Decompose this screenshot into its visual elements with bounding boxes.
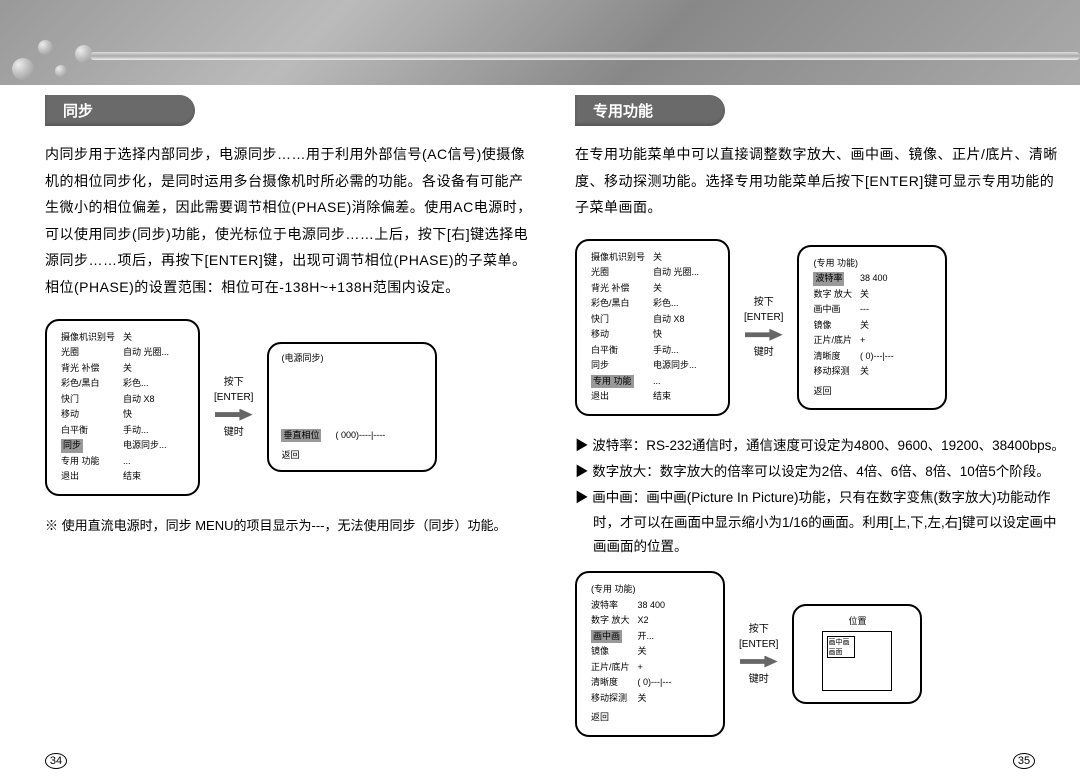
bullet-item: ▶ 数字放大：数字放大的倍率可以设定为2倍、4倍、6倍、8倍、10倍5个阶段。	[575, 460, 1065, 484]
right-page: 专用功能 在专用功能菜单中可以直接调整数字放大、画中画、镜像、正片/底片、清晰度…	[575, 95, 1065, 755]
special-menu-1: (专用 功能)波特率38 400数字 放大关画中画---镜像关正片/底片+清晰度…	[797, 245, 947, 411]
page-number-left: 34	[45, 753, 67, 769]
arrow-label-left: 按下 [ENTER] 键时	[214, 375, 253, 440]
special-menu-2: (专用 功能)波特率38 400数字 放大X2画中画开...镜像关正片/底片+清…	[575, 571, 725, 737]
left-page: 同步 内同步用于选择内部同步，电源同步……用于利用外部信号(AC信号)使摄像机的…	[45, 95, 535, 537]
pip-outer-frame: 画中画画面	[822, 631, 892, 691]
sub-menu-box-left: (电源同步) 垂直相位 ( 000)----|---- 返回	[267, 342, 437, 472]
arrow-right-icon	[215, 409, 253, 421]
page-header-decor	[0, 0, 1080, 85]
pip-inner-frame: 画中画画面	[827, 636, 855, 658]
note-sync: ※ 使用直流电源时，同步 MENU的项目显示为---，无法使用同步（同步）功能。	[45, 514, 535, 537]
arrow-right-icon	[745, 329, 783, 341]
main-menu-box-left: 摄像机识别号关光圈自动 光圈...背光 补偿关彩色/黑白彩色...快门自动 X8…	[45, 319, 200, 496]
pip-title: 位置	[848, 614, 866, 627]
heading-special: 专用功能	[575, 95, 725, 126]
main-menu-box-right: 摄像机识别号关光圈自动 光圈...背光 补偿关彩色/黑白彩色...快门自动 X8…	[575, 239, 730, 416]
heading-sync: 同步	[45, 95, 195, 126]
bullet-list: ▶ 波特率：RS-232通信时，通信速度可设定为4800、9600、19200、…	[575, 434, 1065, 559]
bullet-item: ▶ 画中画：画中画(Picture In Picture)功能，只有在数字变焦(…	[575, 486, 1065, 559]
diagram-special-1: 摄像机识别号关光圈自动 光圈...背光 补偿关彩色/黑白彩色...快门自动 X8…	[575, 239, 1065, 416]
page-number-right: 35	[1013, 753, 1035, 769]
arrow-label-right-1: 按下 [ENTER] 键时	[744, 295, 783, 360]
body-sync: 内同步用于选择内部同步，电源同步……用于利用外部信号(AC信号)使摄像机的相位同…	[45, 141, 535, 301]
diagram-special-2: (专用 功能)波特率38 400数字 放大X2画中画开...镜像关正片/底片+清…	[575, 571, 1065, 737]
pip-preview: 位置 画中画画面	[792, 604, 922, 704]
body-special: 在专用功能菜单中可以直接调整数字放大、画中画、镜像、正片/底片、清晰度、移动探测…	[575, 141, 1065, 221]
diagram-sync: 摄像机识别号关光圈自动 光圈...背光 补偿关彩色/黑白彩色...快门自动 X8…	[45, 319, 535, 496]
arrow-right-icon	[740, 656, 778, 668]
arrow-label-right-2: 按下 [ENTER] 键时	[739, 622, 778, 687]
bullet-item: ▶ 波特率：RS-232通信时，通信速度可设定为4800、9600、19200、…	[575, 434, 1065, 458]
